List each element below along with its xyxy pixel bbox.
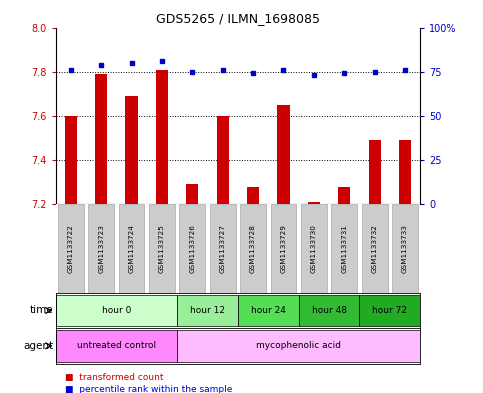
Text: hour 24: hour 24: [251, 306, 286, 315]
Bar: [95, 74, 107, 204]
Text: GSM1133728: GSM1133728: [250, 224, 256, 273]
Bar: [331, 204, 357, 293]
Title: GDS5265 / ILMN_1698085: GDS5265 / ILMN_1698085: [156, 12, 320, 25]
Bar: [301, 204, 327, 293]
Bar: [88, 204, 114, 293]
Text: GSM1133726: GSM1133726: [189, 224, 195, 273]
Bar: [177, 330, 420, 362]
Bar: [308, 202, 320, 204]
Bar: [65, 116, 77, 204]
Bar: [238, 295, 298, 326]
Text: ■  percentile rank within the sample: ■ percentile rank within the sample: [65, 385, 233, 393]
Bar: [177, 295, 238, 326]
Bar: [369, 140, 381, 204]
Bar: [240, 204, 266, 293]
Text: hour 0: hour 0: [101, 306, 131, 315]
Bar: [362, 204, 387, 293]
Text: GSM1133722: GSM1133722: [68, 224, 74, 273]
Text: GSM1133730: GSM1133730: [311, 224, 317, 273]
Bar: [298, 295, 359, 326]
Text: time: time: [29, 305, 53, 316]
Bar: [156, 70, 168, 204]
Text: hour 12: hour 12: [190, 306, 225, 315]
Text: hour 72: hour 72: [372, 306, 407, 315]
Text: GSM1133729: GSM1133729: [281, 224, 286, 273]
Bar: [247, 187, 259, 204]
Bar: [277, 105, 289, 204]
Text: untreated control: untreated control: [77, 342, 156, 350]
Text: mycophenolic acid: mycophenolic acid: [256, 342, 341, 350]
Bar: [210, 204, 236, 293]
Bar: [126, 96, 138, 204]
Text: GSM1133731: GSM1133731: [341, 224, 347, 273]
Bar: [186, 184, 199, 204]
Bar: [399, 140, 411, 204]
Bar: [56, 330, 177, 362]
Bar: [392, 204, 418, 293]
Bar: [149, 204, 175, 293]
Text: ■  transformed count: ■ transformed count: [65, 373, 164, 382]
Bar: [270, 204, 297, 293]
Text: GSM1133727: GSM1133727: [220, 224, 226, 273]
Bar: [216, 116, 229, 204]
Bar: [359, 295, 420, 326]
Bar: [56, 295, 177, 326]
Bar: [179, 204, 205, 293]
Text: hour 48: hour 48: [312, 306, 346, 315]
Bar: [58, 204, 84, 293]
Text: GSM1133732: GSM1133732: [371, 224, 378, 273]
Text: GSM1133733: GSM1133733: [402, 224, 408, 273]
Text: agent: agent: [23, 341, 53, 351]
Text: GSM1133724: GSM1133724: [128, 224, 135, 273]
Bar: [338, 187, 350, 204]
Text: GSM1133723: GSM1133723: [98, 224, 104, 273]
Text: GSM1133725: GSM1133725: [159, 224, 165, 273]
Bar: [119, 204, 144, 293]
